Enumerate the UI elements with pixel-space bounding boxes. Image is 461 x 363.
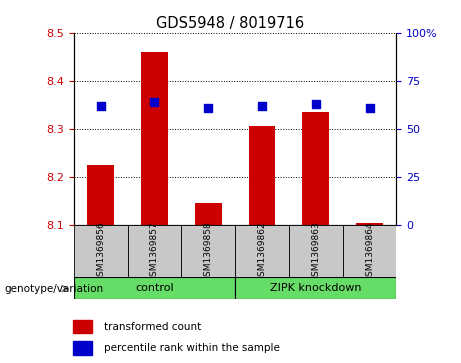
Bar — [73, 320, 92, 333]
Bar — [289, 225, 343, 278]
Text: GSM1369864: GSM1369864 — [365, 221, 374, 282]
Point — [97, 103, 104, 109]
Bar — [195, 203, 222, 225]
Bar — [87, 165, 114, 225]
Bar — [74, 225, 128, 278]
Point — [312, 101, 319, 107]
Point — [205, 105, 212, 111]
Text: transformed count: transformed count — [104, 322, 201, 332]
Point — [366, 105, 373, 111]
Text: control: control — [135, 283, 174, 293]
Bar — [128, 225, 181, 278]
Bar — [235, 277, 396, 299]
Bar — [302, 112, 329, 225]
Text: GSM1369857: GSM1369857 — [150, 221, 159, 282]
Bar — [248, 126, 275, 225]
Bar — [343, 225, 396, 278]
Point — [258, 103, 266, 109]
Bar — [141, 52, 168, 225]
Point — [151, 99, 158, 105]
Text: GSM1369856: GSM1369856 — [96, 221, 105, 282]
Text: GSM1369862: GSM1369862 — [258, 221, 266, 282]
Bar — [74, 277, 235, 299]
Text: GDS5948 / 8019716: GDS5948 / 8019716 — [156, 16, 305, 31]
Bar — [356, 223, 383, 225]
Bar — [235, 225, 289, 278]
Text: GSM1369858: GSM1369858 — [204, 221, 213, 282]
Bar — [73, 342, 92, 355]
Text: percentile rank within the sample: percentile rank within the sample — [104, 343, 280, 353]
Text: GSM1369863: GSM1369863 — [311, 221, 320, 282]
Text: genotype/variation: genotype/variation — [5, 284, 104, 294]
Bar — [181, 225, 235, 278]
Text: ZIPK knockdown: ZIPK knockdown — [270, 283, 361, 293]
